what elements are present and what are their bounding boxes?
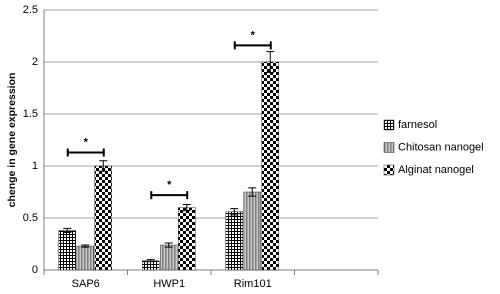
significance-star: * [251, 29, 256, 41]
error-bar [266, 51, 275, 73]
bar [261, 61, 279, 271]
bar [243, 191, 261, 271]
y-tick-label: 0.5 [23, 212, 38, 224]
y-tick-label: 1 [32, 160, 38, 172]
error-bar [164, 242, 173, 248]
x-tick-label: SAP6 [72, 278, 100, 290]
significance-bracket [66, 148, 105, 157]
bar [76, 245, 94, 271]
legend-label: Alginat nanogel [398, 164, 474, 176]
bar [178, 207, 196, 271]
x-tick-label: Rim101 [234, 278, 272, 290]
y-axis-title: chenge in gene expression [6, 73, 18, 208]
bar [225, 211, 243, 271]
significance-star: * [167, 179, 172, 191]
error-bar [248, 187, 257, 197]
error-bar [81, 244, 90, 248]
significance-bracket [150, 191, 189, 200]
legend-swatch [383, 164, 395, 176]
error-bar [63, 227, 72, 234]
y-tick-label: 1.5 [23, 108, 38, 120]
y-tick-label: 0 [32, 264, 38, 276]
legend-label: farnesol [398, 119, 437, 131]
error-bar [99, 160, 108, 172]
legend-swatch [383, 119, 395, 131]
significance-bracket [233, 41, 272, 50]
y-tick-label: 2.5 [23, 4, 38, 16]
legend-label: Chitosan nanogel [398, 141, 484, 153]
error-bar [230, 208, 239, 216]
x-tick-label: HWP1 [153, 278, 185, 290]
bar [160, 244, 178, 271]
error-bar [182, 203, 191, 212]
y-tick-label: 2 [32, 56, 38, 68]
bar [58, 230, 76, 271]
legend-swatch [383, 142, 395, 153]
significance-star: * [84, 136, 89, 148]
error-bar [146, 259, 155, 263]
bar [94, 165, 112, 271]
